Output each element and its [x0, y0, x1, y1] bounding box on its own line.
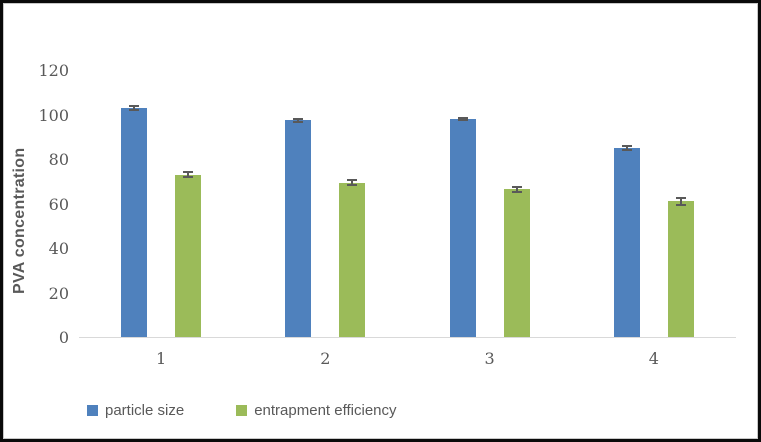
error-bar — [511, 185, 522, 193]
bar-group-4: 4 — [613, 38, 694, 368]
bar-fill — [339, 182, 366, 337]
bar-particle-size-1 — [121, 104, 148, 337]
legend: particle size entrapment efficiency — [87, 402, 397, 419]
legend-item-particle-size: particle size — [87, 402, 184, 419]
bar-fill — [667, 201, 694, 337]
x-tick-2: 2 — [320, 349, 331, 368]
bar-group-2: 2 — [285, 38, 366, 368]
legend-item-entrapment-efficiency: entrapment efficiency — [236, 402, 397, 419]
bar-fill — [121, 108, 148, 337]
error-bar — [457, 117, 468, 122]
legend-label-particle-size: particle size — [105, 402, 185, 419]
error-bar — [183, 171, 194, 179]
bar-group-3: 3 — [449, 38, 530, 368]
bar-particle-size-2 — [285, 118, 312, 337]
legend-swatch-entrapment-efficiency-icon — [236, 405, 248, 416]
bar-fill — [503, 189, 530, 337]
bar-entrapment-efficiency-1 — [175, 171, 202, 337]
y-tick-60: 60 — [48, 194, 69, 214]
y-tick-20: 20 — [48, 283, 69, 303]
legend-label-entrapment-efficiency: entrapment efficiency — [254, 402, 397, 419]
y-tick-0: 0 — [58, 328, 69, 347]
error-bar — [675, 197, 686, 206]
bar-fill — [613, 148, 640, 337]
bar-particle-size-4 — [613, 144, 640, 337]
error-bar — [293, 118, 304, 123]
bar-entrapment-efficiency-4 — [667, 197, 694, 337]
y-tick-120: 120 — [38, 61, 69, 81]
bar-entrapment-efficiency-2 — [339, 179, 366, 337]
error-bar — [347, 179, 358, 186]
bar-fill — [285, 120, 312, 337]
y-tick-100: 100 — [38, 105, 69, 125]
x-tick-3: 3 — [484, 349, 495, 368]
y-axis-tick-labels: 0 20 40 60 80 100 120 — [3, 38, 69, 347]
error-bar — [129, 104, 140, 112]
bar-entrapment-efficiency-3 — [503, 185, 530, 337]
y-tick-40: 40 — [48, 239, 69, 259]
y-tick-80: 80 — [48, 150, 69, 170]
bar-group-1: 1 — [121, 38, 202, 368]
bar-fill — [449, 119, 476, 337]
x-tick-1: 1 — [156, 349, 167, 368]
x-tick-4: 4 — [648, 349, 659, 368]
error-bar — [621, 144, 632, 152]
legend-swatch-particle-size-icon — [87, 405, 98, 416]
plot-area: 1 2 3 4 — [79, 38, 736, 368]
bar-fill — [175, 174, 202, 337]
bar-particle-size-3 — [449, 117, 476, 337]
